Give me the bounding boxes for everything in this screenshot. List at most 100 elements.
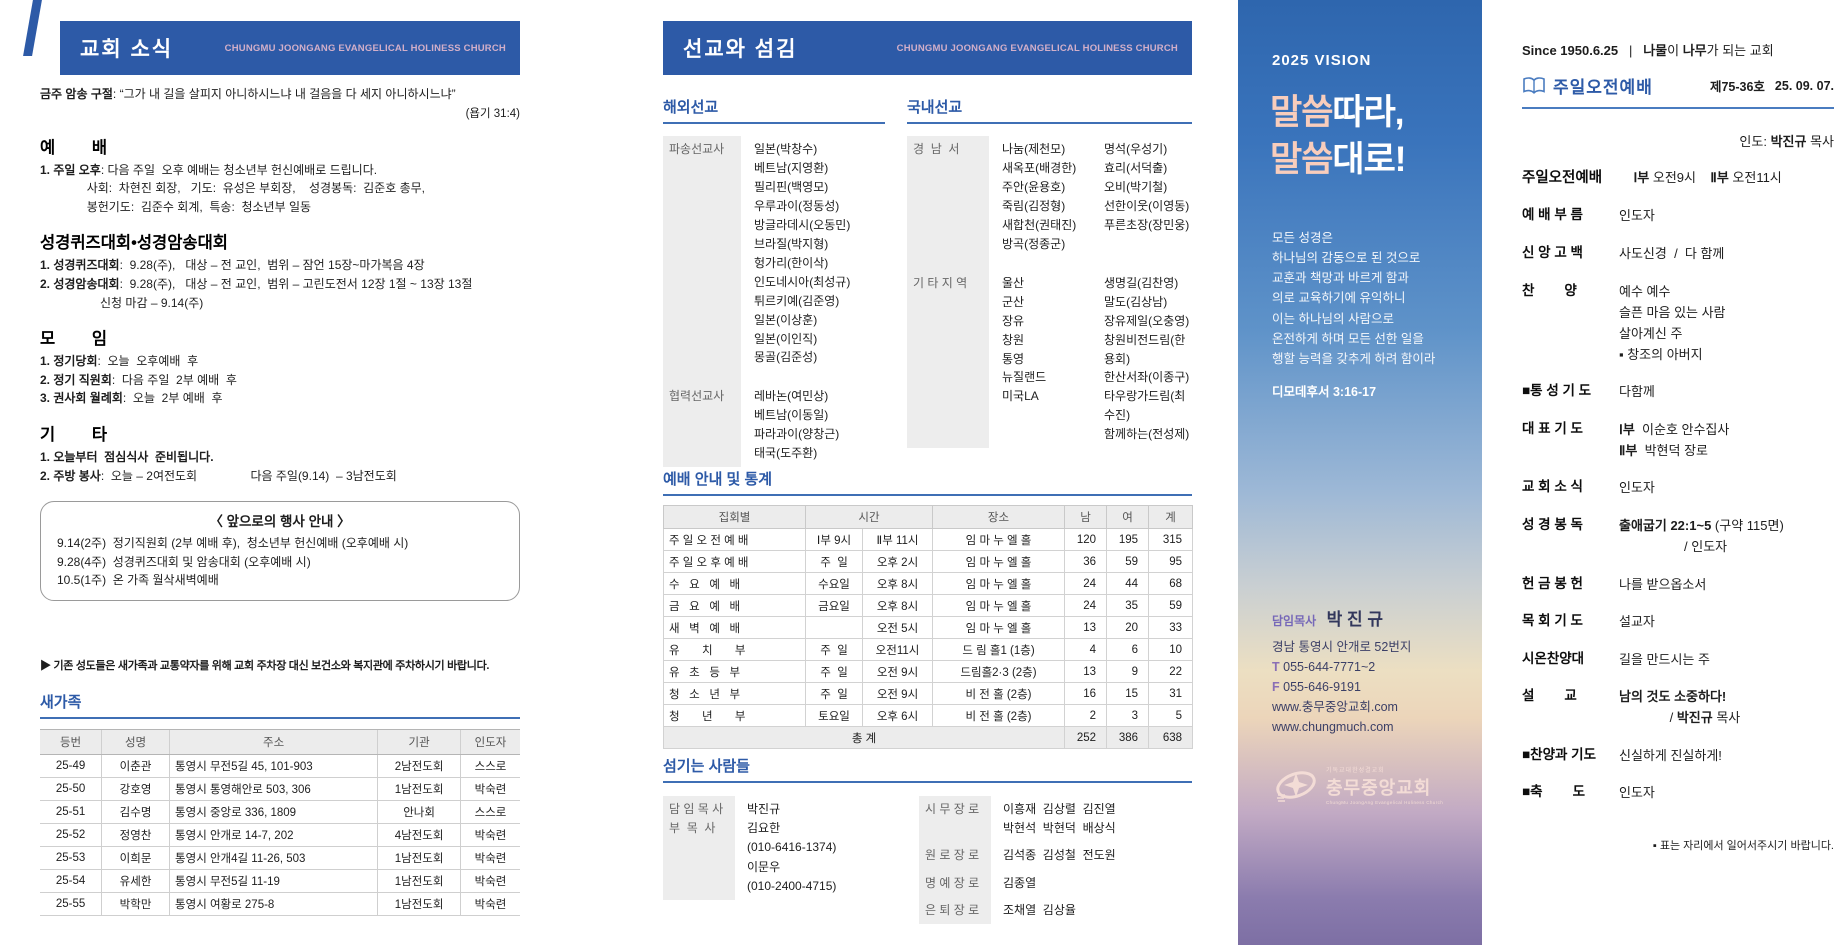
upcoming-events-title: 〈 앞으로의 행사 안내 〉 [209,514,351,530]
member-group: 2남전도회 [377,754,461,778]
order-item-content: 남의 것도 소중하다! / 박진규 목사 [1619,689,1741,726]
meeting-place: 드림홀2·3 (2층) [932,660,1066,683]
member-number: 25-52 [40,823,102,847]
domestic-mission-list: 경 남 서 나눔(제천모) 새옥포(배경한) 주안(윤용호) 죽림(김정형) 새… [907,136,1192,449]
count-female: 3 [1106,704,1150,727]
church-names-col2: 생명길(김찬영) 말도(김상남) 장유제일(오충영) 창원비전드림(한용회) 한… [1104,275,1190,442]
member-number: 25-54 [40,869,102,893]
order-item-label: 목 회 기 도 [1522,613,1583,629]
col-address: 주소 [169,728,378,755]
meeting-place: 임 마 누 엘 홀 [932,594,1066,617]
count-female: 35 [1106,594,1150,617]
count-female: 44 [1106,572,1150,595]
church-logo-text: 기독교대한성결교회 충무중앙교회 ChungMu JoongAng Evange… [1326,765,1443,805]
news-section-body: 1. 정기당회: 오늘 오후예배 후 2. 정기 직원회: 다음 주일 2부 예… [40,354,237,406]
news-section: 성경퀴즈대회•성경암송대회 1. 성경퀴즈대회: 9.28(주), 대상 – 전… [40,229,520,312]
col-meeting: 집회별 [663,505,806,529]
new-family-row: 25-49 이춘관 통영시 무전5길 45, 101-903 2남전도회 스스로 [40,754,520,778]
bulletin-title-row: 주일오전예배 제75-36호 25. 09. 07. [1522,73,1834,109]
domestic-mission: 국내선교 경 남 서 나눔(제천모) 새옥포(배경한) 주안(윤용호) 죽림(김… [907,96,1192,467]
col-female: 여 [1106,505,1150,529]
order-item-content: 인도자 [1619,785,1655,801]
mission-title: 선교와 섬김 [683,38,798,61]
church-news-header: 교회 소식 CHUNGMU JOONGANG EVANGELICAL HOLIN… [60,21,520,75]
new-family-row: 25-52 정영찬 통영시 안개로 14-7, 202 4남전도회 박숙련 [40,823,520,847]
order-item-content: 출애굽기 22:1~5 (구약 115면) / 인도자 [1619,517,1784,554]
total-male: 252 [1064,726,1108,749]
serving-people: 섬기는 사람들 담 임 목 사 부 목 사 박진규 김요한 (010-6416-… [663,755,1192,924]
col-place: 장소 [932,505,1066,529]
weekly-memory-verse: 금주 암송 구절: “그가 내 길을 살피지 아니하시느냐 내 걸음을 다 세지… [40,87,456,101]
member-address: 통영시 통영해안로 503, 306 [169,777,378,801]
bulletin-issue-number: 제75-36호 [1709,80,1765,94]
news-sections: 예 배 1. 주일 오후: 다음 주일 오후 예배는 청소년부 헌신예배로 드립… [40,134,520,486]
member-address: 통영시 무전5길 45, 101-903 [169,754,378,778]
member-inviter: 박숙련 [460,892,520,916]
count-male: 120 [1064,528,1108,551]
panel-worship-order: Since 1950.6.25 | 나물이 나무가 되는 교회 주일오전예배 제… [1522,0,1834,945]
vision-title: 말씀따라, 말씀대로! [1238,69,1482,184]
count-female: 59 [1106,550,1150,573]
member-number: 25-53 [40,846,102,870]
standing-note: ▪ 표는 자리에서 일어서주시기 바랍니다. [1652,840,1834,853]
panel-church-news: 교회 소식 CHUNGMU JOONGANG EVANGELICAL HOLIN… [40,0,520,945]
church-name-korean: 충무중앙교회 [1326,778,1432,799]
region-label: 경 남 서 [907,136,989,270]
count-male: 24 [1064,572,1108,595]
church-names-col1: 울산 군산 장유 창원 통영 뉴질랜드 미국LA [1002,275,1047,404]
worship-order-row: ■찬양과 기도 신실하게 진실하게! [1522,745,1834,766]
meeting-place: 비 전 홀 (2층) [932,682,1066,705]
stats-row: 청 년 부 토요일 오후 6시 비 전 홀 (2층) 2 3 5 [663,704,1194,727]
missionary-names: 일본(박창수) 베트남(지영환) 필리핀(백영모) 우루과이(정동성) 방글라데… [754,142,851,365]
meeting-day: Ⅰ부 9시 [805,528,863,551]
order-item-label: ■통 성 기 도 [1522,383,1592,399]
count-total: 22 [1148,660,1194,683]
worship-order-row: 성 경 봉 독 출애굽기 22:1~5 (구약 115면) / 인도자 [1522,515,1834,557]
count-male: 36 [1064,550,1108,573]
order-item-content: Ⅰ부 이순호 안수집사 Ⅱ부 박현덕 장로 [1619,421,1730,458]
member-inviter: 스스로 [460,800,520,824]
member-address: 통영시 중앙로 336, 1809 [169,800,378,824]
count-female: 195 [1106,528,1150,551]
col-group: 기관 [377,728,461,755]
news-section-title: 성경퀴즈대회•성경암송대회 [40,234,228,253]
news-section: 모 임 1. 정기당회: 오늘 오후예배 후 2. 정기 직원회: 다음 주일 … [40,325,520,408]
order-item-content: Ⅰ부 오전9시 Ⅱ부 오전11시 [1633,169,1782,185]
meeting-place: 임 마 누 엘 홀 [932,616,1066,639]
church-tagline: Since 1950.6.25 | 나물이 나무가 되는 교회 [1522,43,1774,58]
meeting-day: 주 일 [805,660,863,683]
stats-total-row: 총 계 252 386 638 [662,726,1194,749]
stats-row: 주 일 오 후 예 배 주 일 오후 2시 임 마 누 엘 홀 36 59 95 [663,550,1194,573]
senior-pastor-block: 담임목사 박 진 규 [1238,400,1482,630]
count-male: 2 [1064,704,1108,727]
order-item-label: 교 회 소 식 [1522,479,1583,495]
member-inviter: 스스로 [460,754,520,778]
elder-names: 김석종 김성철 전도원 [1003,848,1116,863]
order-item-content: 신실하게 진실하게! [1619,747,1722,763]
order-item-label: 헌 금 봉 헌 [1522,575,1583,591]
new-family-title: 새가족 [40,691,520,719]
pastors-block: 담 임 목 사 부 목 사 박진규 김요한 (010-6416-1374) 이문… [663,796,893,924]
missionary-type-label: 협력선교사 [663,383,741,468]
meeting-time: 오후 6시 [861,704,934,727]
order-item-label: 성 경 봉 독 [1522,516,1583,532]
elder-names: 김종열 [1003,875,1037,890]
member-group: 4남전도회 [377,823,461,847]
elder-role-label: 원 로 장 로 [919,842,991,870]
col-number: 등번 [40,728,102,755]
count-total: 315 [1148,528,1194,551]
col-name: 성명 [101,728,170,755]
service-title: 주일오전예배 [1553,78,1653,97]
count-total: 5 [1148,704,1194,727]
meeting-time: 오전 9시 [861,660,934,683]
new-family-row: 25-50 강호영 통영시 통영해안로 503, 306 1남전도회 박숙련 [40,777,520,801]
stats-row: 금 요 예 배 금요일 오후 8시 임 마 누 엘 홀 24 35 59 [663,594,1194,617]
col-male: 남 [1064,505,1108,529]
elder-names: 이흥재 김상렬 김진열 박현석 박현덕 배상식 [1003,802,1116,836]
upcoming-events-box: 〈 앞으로의 행사 안내 〉 9.14(2주) 정기직원회 (2부 예배 후),… [40,501,520,601]
mission-columns: 해외선교 파송선교사 일본(박창수) 베트남(지영환) 필리핀(백영모) 우루과… [663,96,1192,468]
missionary-type-label: 파송선교사 [663,136,741,384]
stats-row: 새 벽 예 배 오전 5시 임 마 누 엘 홀 13 20 33 [663,616,1194,639]
worship-order-row: ■통 성 기 도 다함께 [1522,381,1834,402]
pastor-names: 박진규 김요한 (010-6416-1374) 이문우 (010-2400-47… [747,802,837,893]
